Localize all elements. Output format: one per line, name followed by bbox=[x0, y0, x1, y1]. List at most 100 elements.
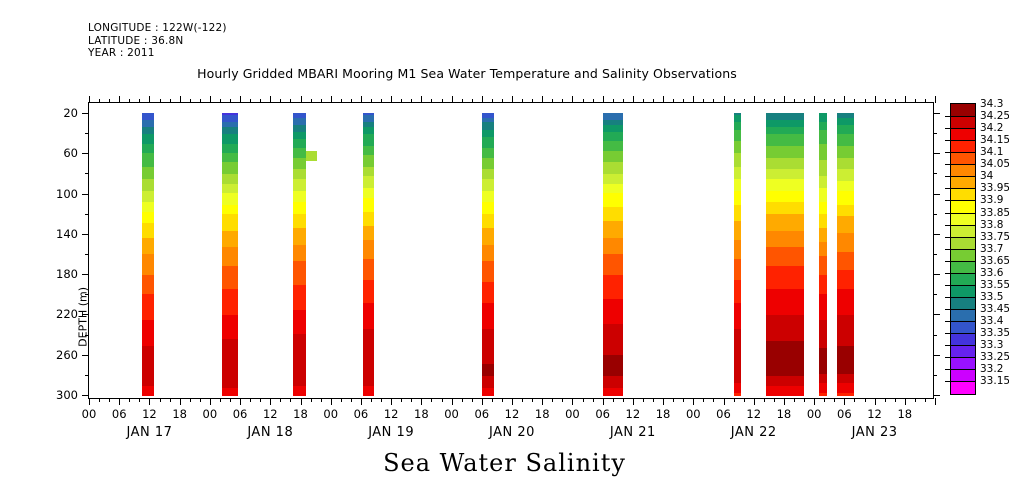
contour-band bbox=[222, 223, 238, 227]
contour-band bbox=[836, 373, 855, 377]
colorbar-swatch bbox=[951, 357, 975, 370]
variable-title: Sea Water Salinity bbox=[383, 449, 626, 477]
contour-band bbox=[602, 343, 623, 347]
contour-band bbox=[363, 310, 374, 314]
contour-band bbox=[836, 237, 855, 241]
contour-band bbox=[602, 303, 623, 307]
contour-band bbox=[836, 207, 855, 211]
contour-band bbox=[363, 129, 374, 133]
contour-band bbox=[733, 357, 742, 361]
contour-band bbox=[766, 239, 805, 243]
y-axis-minor-tick bbox=[933, 133, 937, 135]
contour-band bbox=[141, 164, 155, 168]
contour-band bbox=[766, 117, 805, 121]
contour-band bbox=[222, 308, 238, 312]
contour-band bbox=[292, 336, 306, 340]
contour-band bbox=[481, 324, 495, 328]
contour-band bbox=[363, 183, 374, 187]
contour-band bbox=[305, 151, 317, 162]
contour-band bbox=[292, 261, 306, 265]
contour-band bbox=[766, 272, 805, 276]
contour-band bbox=[222, 120, 238, 124]
x-axis-minor-tick bbox=[401, 398, 403, 402]
contour-band bbox=[141, 134, 155, 138]
contour-band bbox=[733, 242, 742, 246]
contour-band bbox=[602, 268, 623, 272]
contour-band bbox=[141, 357, 155, 361]
colorbar-tick bbox=[945, 164, 951, 166]
contour-band bbox=[222, 251, 238, 255]
contour-band bbox=[481, 303, 495, 307]
heatmap-canvas bbox=[89, 103, 933, 398]
y-axis-tick bbox=[933, 394, 940, 396]
x-axis-tick bbox=[693, 398, 695, 405]
contour-band bbox=[766, 197, 805, 201]
contour-band bbox=[481, 383, 495, 387]
contour-band bbox=[363, 162, 374, 166]
contour-band bbox=[819, 312, 827, 316]
contour-band bbox=[766, 263, 805, 267]
contour-band bbox=[222, 364, 238, 368]
contour-band bbox=[141, 190, 155, 194]
x-axis-minor-tick bbox=[461, 398, 463, 402]
colorbar-swatch bbox=[951, 224, 975, 238]
contour-band bbox=[733, 319, 742, 323]
contour-band bbox=[481, 162, 495, 166]
x-axis-tick bbox=[663, 398, 665, 405]
contour-band bbox=[733, 268, 742, 272]
contour-band bbox=[481, 352, 495, 356]
contour-band bbox=[766, 293, 805, 297]
salinity-profile-column bbox=[819, 113, 827, 396]
contour-band bbox=[819, 120, 827, 124]
contour-band bbox=[733, 355, 742, 359]
colorbar-tick-label: 33.55 bbox=[980, 278, 1009, 291]
contour-band bbox=[733, 141, 742, 145]
y-axis-tick bbox=[933, 354, 940, 356]
colorbar-swatch bbox=[951, 128, 975, 141]
contour-band bbox=[481, 291, 495, 295]
contour-band bbox=[733, 390, 742, 394]
x-axis-minor-tick bbox=[924, 398, 926, 402]
contour-band bbox=[222, 181, 238, 185]
x-axis-minor-tick bbox=[522, 99, 524, 103]
x-axis-tick bbox=[753, 398, 755, 405]
contour-band bbox=[481, 256, 495, 260]
contour-band bbox=[363, 211, 374, 215]
contour-band bbox=[141, 366, 155, 370]
contour-band bbox=[481, 308, 495, 312]
x-axis-minor-tick bbox=[381, 99, 383, 103]
contour-band bbox=[836, 113, 855, 117]
contour-band bbox=[141, 258, 155, 262]
y-axis-minor-tick bbox=[85, 173, 89, 175]
x-axis-minor-tick bbox=[99, 398, 101, 402]
contour-band bbox=[141, 359, 155, 363]
contour-band bbox=[836, 336, 855, 340]
contour-band bbox=[819, 333, 827, 337]
contour-band bbox=[363, 263, 374, 267]
x-axis-minor-tick bbox=[673, 99, 675, 103]
contour-band bbox=[363, 329, 374, 333]
contour-band bbox=[222, 256, 238, 260]
x-axis-day-label: JAN 22 bbox=[730, 425, 777, 440]
contour-band bbox=[481, 190, 495, 194]
contour-band bbox=[836, 115, 855, 119]
contour-band bbox=[819, 270, 827, 274]
contour-band bbox=[481, 293, 495, 297]
x-axis-minor-tick bbox=[794, 99, 795, 103]
x-axis-minor-tick bbox=[552, 398, 554, 402]
y-axis-minor-tick bbox=[85, 334, 89, 336]
contour-band bbox=[292, 178, 306, 182]
contour-band bbox=[292, 160, 306, 164]
contour-band bbox=[363, 355, 374, 359]
contour-band bbox=[602, 324, 623, 328]
contour-band bbox=[222, 169, 238, 173]
colorbar-tick-label: 33.65 bbox=[980, 254, 1009, 267]
contour-band bbox=[222, 242, 238, 246]
contour-band bbox=[766, 242, 805, 246]
contour-band bbox=[836, 195, 855, 199]
contour-band bbox=[222, 246, 238, 250]
colorbar-tick-label: 33.4 bbox=[980, 315, 1004, 328]
contour-band bbox=[836, 204, 855, 208]
x-axis-minor-tick bbox=[250, 398, 252, 402]
contour-band bbox=[766, 174, 805, 178]
